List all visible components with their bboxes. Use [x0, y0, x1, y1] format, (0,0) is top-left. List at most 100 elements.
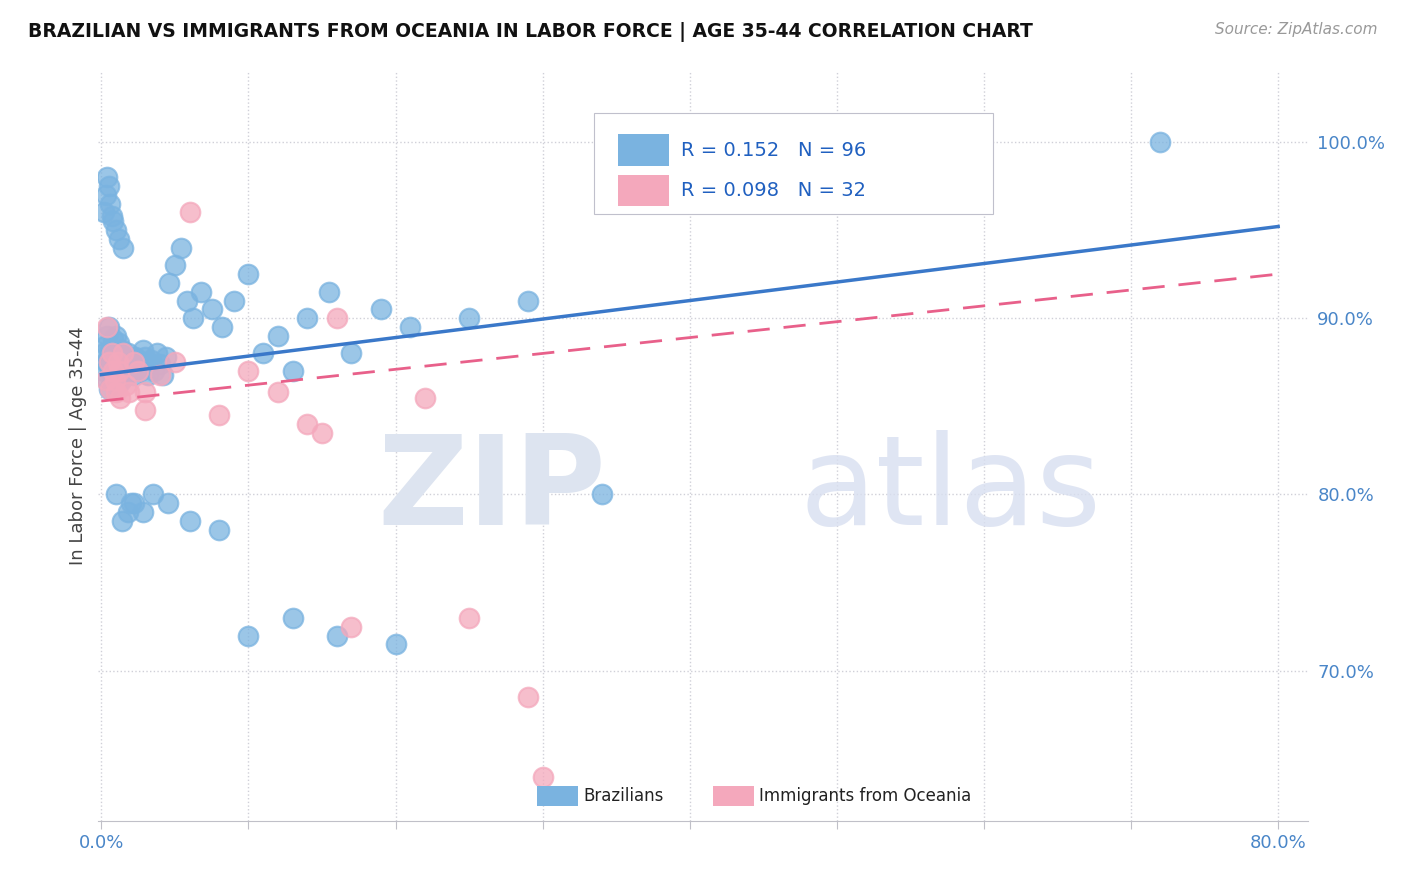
FancyBboxPatch shape	[595, 112, 993, 214]
Point	[127, 364, 149, 378]
Point	[340, 346, 363, 360]
Point	[384, 637, 406, 651]
Point	[122, 368, 145, 382]
Point	[238, 364, 260, 378]
Text: ZIP: ZIP	[378, 431, 606, 551]
Point	[107, 355, 129, 369]
Point	[176, 293, 198, 308]
Text: atlas: atlas	[800, 431, 1102, 551]
Point	[111, 514, 134, 528]
Text: R = 0.152   N = 96: R = 0.152 N = 96	[682, 141, 866, 160]
Y-axis label: In Labor Force | Age 35-44: In Labor Force | Age 35-44	[69, 326, 87, 566]
Point	[111, 364, 134, 378]
Point	[100, 353, 122, 368]
Point	[201, 302, 224, 317]
Point	[93, 346, 115, 360]
Point	[125, 360, 148, 375]
Point	[105, 487, 128, 501]
Point	[370, 302, 392, 317]
Point	[94, 337, 117, 351]
Point	[108, 360, 131, 375]
FancyBboxPatch shape	[537, 786, 578, 805]
Point	[190, 285, 212, 299]
Point	[516, 690, 538, 705]
Point	[1149, 135, 1171, 149]
Point	[93, 205, 115, 219]
Point	[112, 241, 135, 255]
Point	[101, 214, 124, 228]
Point	[98, 360, 121, 375]
Point	[149, 357, 172, 371]
Point	[208, 408, 231, 422]
Point	[297, 311, 319, 326]
Point	[117, 505, 139, 519]
Point	[413, 391, 436, 405]
Point	[115, 368, 138, 382]
Point	[108, 335, 131, 350]
Point	[146, 346, 169, 360]
Point	[96, 328, 118, 343]
Point	[122, 496, 145, 510]
Point	[156, 496, 179, 510]
Point	[181, 311, 204, 326]
Point	[104, 373, 127, 387]
Point	[134, 385, 156, 400]
Point	[238, 628, 260, 642]
Point	[104, 346, 127, 360]
Point	[105, 378, 128, 392]
Point	[157, 276, 180, 290]
Point	[122, 355, 145, 369]
Point	[97, 350, 120, 364]
Point	[97, 355, 120, 369]
Point	[111, 343, 134, 357]
Point	[318, 285, 340, 299]
Point	[325, 628, 347, 642]
Point	[93, 364, 115, 378]
Point	[458, 611, 481, 625]
Point	[531, 770, 554, 784]
Point	[96, 373, 118, 387]
Point	[94, 355, 117, 369]
Point	[97, 178, 120, 193]
FancyBboxPatch shape	[619, 175, 669, 206]
Point	[124, 350, 146, 364]
Point	[163, 355, 186, 369]
Point	[591, 487, 613, 501]
Point	[211, 320, 233, 334]
Point	[101, 375, 124, 389]
Point	[143, 364, 166, 378]
Point	[100, 209, 122, 223]
Point	[94, 187, 117, 202]
Point	[311, 425, 333, 440]
Point	[134, 402, 156, 417]
Point	[112, 350, 135, 364]
Point	[112, 346, 135, 360]
Point	[105, 385, 128, 400]
Point	[128, 364, 150, 378]
Point	[117, 346, 139, 360]
Point	[458, 311, 481, 326]
Point	[108, 232, 131, 246]
Point	[516, 293, 538, 308]
Text: R = 0.098   N = 32: R = 0.098 N = 32	[682, 181, 866, 200]
Point	[131, 343, 153, 357]
Point	[141, 353, 163, 368]
Point	[107, 368, 129, 382]
Point	[114, 360, 136, 375]
Point	[97, 320, 120, 334]
Point	[297, 417, 319, 431]
Point	[399, 320, 422, 334]
Point	[208, 523, 231, 537]
Point	[96, 320, 118, 334]
Text: BRAZILIAN VS IMMIGRANTS FROM OCEANIA IN LABOR FORCE | AGE 35-44 CORRELATION CHAR: BRAZILIAN VS IMMIGRANTS FROM OCEANIA IN …	[28, 22, 1033, 42]
Point	[138, 368, 160, 382]
Point	[134, 350, 156, 364]
Point	[163, 258, 186, 272]
Point	[105, 355, 128, 369]
Point	[325, 311, 347, 326]
Point	[112, 371, 135, 385]
Point	[120, 496, 142, 510]
Point	[222, 293, 245, 308]
Point	[121, 357, 143, 371]
Point	[94, 373, 117, 387]
